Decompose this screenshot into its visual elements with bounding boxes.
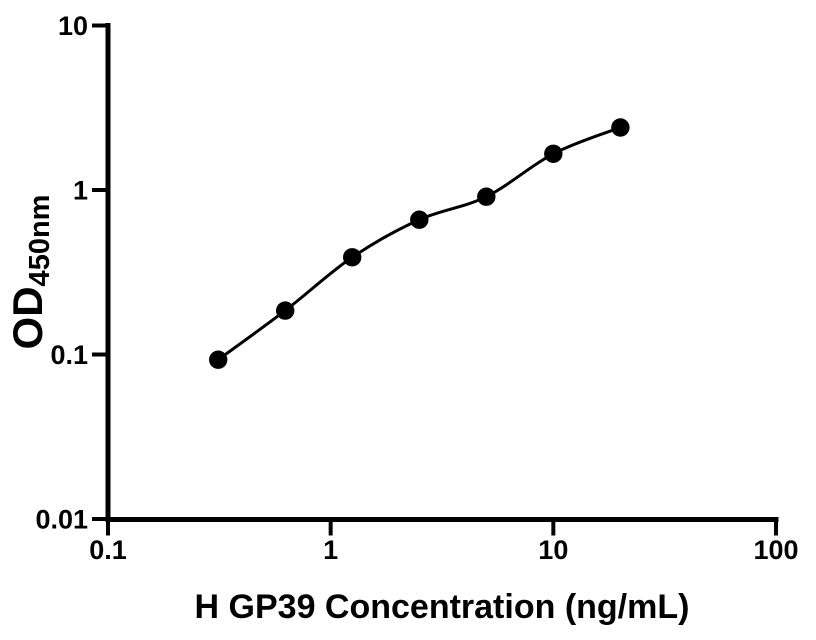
- fit-curve-layer: [217, 126, 621, 361]
- data-point: [477, 187, 496, 206]
- x-tick-label: 1: [323, 535, 338, 565]
- y-axis-title: OD450nm: [4, 195, 56, 350]
- axes: [105, 23, 779, 522]
- data-point: [343, 248, 362, 267]
- fit-curve: [217, 126, 621, 361]
- data-points-layer: [209, 118, 630, 369]
- data-point: [276, 301, 295, 320]
- y-tick-label: 0.1: [50, 340, 88, 370]
- y-tick-label: 10: [58, 11, 88, 41]
- data-point: [209, 350, 228, 369]
- y-axis-title-subscript: 450nm: [24, 195, 56, 287]
- data-point: [410, 210, 429, 229]
- x-axis-title: H GP39 Concentration (ng/mL): [195, 588, 690, 626]
- x-tick-label: 10: [538, 535, 568, 565]
- x-tick-label: 0.1: [89, 535, 127, 565]
- y-tick-label: 1: [73, 176, 88, 206]
- y-tick-label: 0.01: [35, 505, 88, 535]
- data-point: [611, 118, 630, 137]
- y-axis-title-main: OD: [4, 286, 51, 349]
- x-tick-label: 100: [753, 535, 798, 565]
- data-point: [544, 144, 563, 163]
